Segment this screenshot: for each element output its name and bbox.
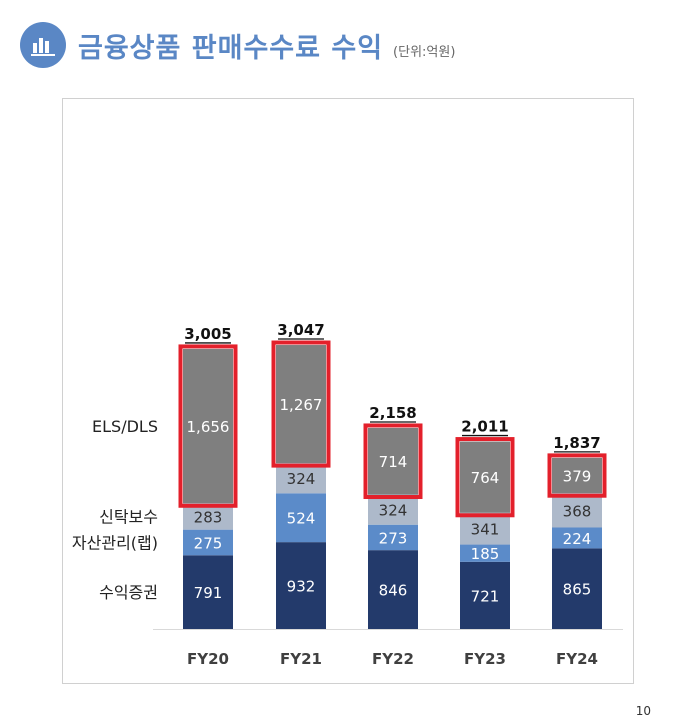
- bar-segment-fy22-2: [368, 494, 418, 525]
- data-label: 1,267: [280, 396, 323, 414]
- data-label: 791: [194, 584, 223, 602]
- total-label-fy24: 1,837: [553, 434, 600, 452]
- data-label: 1,656: [187, 418, 230, 436]
- category-label-fy24: FY24: [556, 650, 598, 668]
- bar-segment-fy24-1: [552, 527, 602, 549]
- bar-segment-fy22-3: [368, 427, 418, 495]
- highlight-box-fy20: [178, 344, 238, 508]
- data-label: 324: [287, 470, 316, 488]
- header: 금융상품 판매수수료 수익 (단위:억원): [20, 22, 455, 68]
- bar-segment-fy20-3: [183, 348, 233, 504]
- bar-segment-fy21-2: [276, 463, 326, 494]
- data-label: 524: [287, 510, 316, 528]
- bar-segment-fy23-1: [460, 544, 510, 562]
- chart-panel: 791 275 283 1,656 3,005 FY20 932 524 324 1,267 3,0…: [62, 98, 634, 684]
- data-label: 714: [379, 453, 408, 471]
- data-label: 368: [563, 502, 592, 520]
- data-label: 721: [471, 587, 500, 605]
- bar-segment-fy20-0: [183, 555, 233, 629]
- bar-segment-fy22-1: [368, 524, 418, 551]
- bar-segment-fy23-0: [460, 561, 510, 629]
- page-number: 10: [635, 704, 651, 718]
- data-label: 764: [471, 469, 500, 487]
- category-label-fy23: FY23: [464, 650, 506, 668]
- highlight-box-fy23: [455, 437, 515, 518]
- data-label: 932: [287, 578, 316, 596]
- data-label: 273: [379, 529, 408, 547]
- total-label-fy23: 2,011: [461, 418, 508, 436]
- legend-label-2: 신탁보수: [99, 507, 158, 526]
- bar-segment-fy22-0: [368, 550, 418, 629]
- legend-label-1: 자산관리(랩): [72, 533, 158, 552]
- legend-label-3: ELS/DLS: [92, 417, 158, 436]
- bar-segment-fy20-1: [183, 529, 233, 556]
- total-label-fy22: 2,158: [369, 404, 416, 422]
- category-label-fy20: FY20: [187, 650, 229, 668]
- data-label: 283: [194, 508, 223, 526]
- category-label-fy22: FY22: [372, 650, 414, 668]
- bar-segment-fy21-3: [276, 345, 326, 464]
- total-label-fy20: 3,005: [184, 325, 231, 343]
- category-label-fy21: FY21: [280, 650, 322, 668]
- bar-segment-fy24-2: [552, 493, 602, 528]
- bar-segment-fy23-3: [460, 441, 510, 513]
- total-label-fy21: 3,047: [277, 321, 324, 339]
- highlight-box-fy21: [271, 340, 331, 468]
- bar-segment-fy21-0: [276, 542, 326, 629]
- data-label: 185: [471, 545, 500, 563]
- highlight-box-fy22: [363, 423, 423, 500]
- page-title: 금융상품 판매수수료 수익: [78, 32, 384, 64]
- data-label: 379: [563, 468, 592, 486]
- data-label: 324: [379, 502, 408, 520]
- data-label: 865: [563, 581, 592, 599]
- highlight-box-fy24: [547, 453, 607, 498]
- stacked-bar-chart: 791 275 283 1,656 3,005 FY20 932 524 324 1,267 3,0…: [72, 321, 623, 668]
- data-label: 224: [563, 530, 592, 548]
- data-label: 341: [471, 521, 500, 539]
- data-label: 846: [379, 582, 408, 600]
- legend-label-0: 수익증권: [99, 583, 158, 602]
- bar-segment-fy21-1: [276, 493, 326, 543]
- data-label: 275: [194, 534, 223, 552]
- bar-segment-fy23-2: [460, 512, 510, 545]
- bar-chart-icon: [20, 22, 66, 68]
- unit-label: (단위:억원): [393, 44, 456, 60]
- bar-segment-fy24-0: [552, 548, 602, 629]
- bar-segment-fy24-3: [552, 457, 602, 494]
